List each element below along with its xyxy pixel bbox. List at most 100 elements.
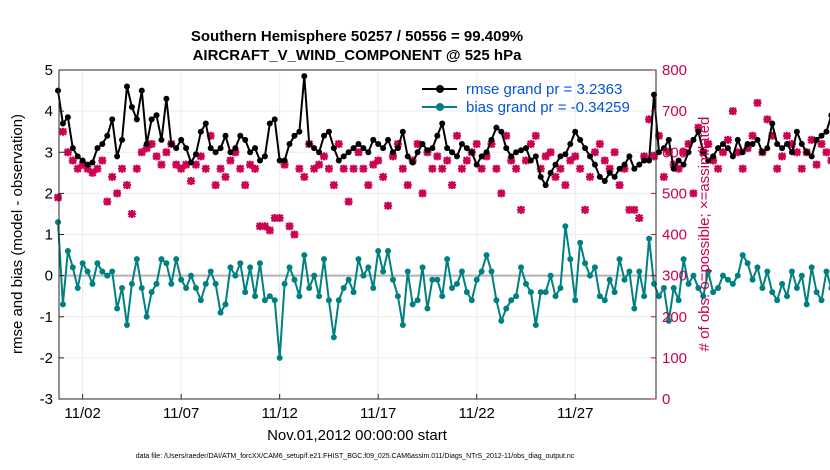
bias-point <box>483 252 490 259</box>
bias-point <box>261 297 268 304</box>
obs-point <box>354 148 363 157</box>
bias-point <box>212 280 219 287</box>
y-tick-label-right: 800 <box>662 62 687 79</box>
obs-point <box>822 148 830 157</box>
bias-point <box>537 289 544 296</box>
obs-point <box>664 148 673 157</box>
obs-point <box>753 98 762 107</box>
rmse-point <box>128 104 135 111</box>
y-tick-label-left: 0 <box>45 268 53 285</box>
bias-point <box>192 284 199 291</box>
obs-point <box>778 152 787 161</box>
bias-point <box>513 293 520 300</box>
rmse-point <box>498 128 505 135</box>
bias-point <box>79 260 86 267</box>
rmse-point <box>271 116 278 123</box>
obs-point <box>551 172 560 181</box>
rmse-point <box>690 136 697 143</box>
bias-point <box>508 297 515 304</box>
obs-point <box>78 160 87 169</box>
bias-point <box>695 284 702 291</box>
y-tick-label-right: 100 <box>662 350 687 367</box>
obs-point <box>497 189 506 198</box>
bias-point <box>301 252 308 259</box>
rmse-point <box>197 128 204 135</box>
bias-point <box>355 256 362 263</box>
rmse-point <box>611 173 618 180</box>
rmse-point <box>188 159 195 166</box>
rmse-point <box>286 141 293 148</box>
rmse-point <box>104 132 111 139</box>
bias-point <box>296 293 303 300</box>
obs-point <box>581 205 590 214</box>
rmse-point <box>749 141 756 148</box>
bias-point <box>133 256 140 263</box>
obs-point <box>83 164 92 173</box>
bias-point <box>350 289 357 296</box>
rmse-point <box>380 145 387 152</box>
rmse-point <box>715 145 722 152</box>
bias-point <box>325 297 332 304</box>
bias-point <box>784 293 791 300</box>
bias-point <box>700 293 707 300</box>
bias-point <box>69 264 76 271</box>
rmse-point <box>202 120 209 127</box>
obs-point <box>241 181 250 190</box>
bias-point <box>577 239 584 246</box>
bias-point <box>128 280 135 287</box>
obs-point <box>379 172 388 181</box>
bias-point <box>188 272 195 279</box>
y-tick-label-left: 3 <box>45 144 53 161</box>
bias-point <box>370 284 377 291</box>
obs-point <box>98 156 107 165</box>
bias-point <box>340 284 347 291</box>
rmse-point <box>695 128 702 135</box>
rmse-point <box>399 128 406 135</box>
bias-point <box>567 256 574 263</box>
obs-point <box>512 164 521 173</box>
rmse-point <box>321 132 328 139</box>
obs-point <box>310 164 319 173</box>
obs-point <box>177 164 186 173</box>
rmse-point <box>547 169 554 176</box>
rmse-point <box>700 149 707 156</box>
obs-point <box>773 164 782 173</box>
bias-point <box>227 264 234 271</box>
obs-point <box>147 140 156 149</box>
bias-point <box>266 293 273 300</box>
obs-point <box>763 115 772 124</box>
bias-point <box>335 297 342 304</box>
rmse-point <box>261 153 268 160</box>
x-tick-label: 11/02 <box>64 405 100 422</box>
obs-point <box>448 181 457 190</box>
bias-point <box>454 280 460 287</box>
bias-point <box>680 256 687 263</box>
bias-point <box>803 301 810 308</box>
rmse-point <box>675 157 682 164</box>
rmse-point <box>788 149 795 156</box>
rmse-point <box>306 141 313 148</box>
rmse-point <box>375 141 382 148</box>
rmse-point <box>291 132 298 139</box>
obs-point <box>645 115 654 124</box>
bias-point <box>754 264 761 271</box>
obs-point <box>108 172 117 181</box>
obs-point <box>393 140 402 149</box>
rmse-point <box>404 153 411 160</box>
bias-point <box>739 252 746 259</box>
rmse-point <box>345 149 352 156</box>
axis-ticks: -3 -2 -1 0 1 2 3 4 5 0 100 200 300 400 500 600 700 800 11/… <box>40 62 687 422</box>
obs-point <box>285 222 294 231</box>
bias-point <box>222 301 229 308</box>
x-tick-label: 11/07 <box>163 405 199 422</box>
rmse-point <box>123 83 130 90</box>
obs-point <box>73 164 82 173</box>
bias-point <box>749 276 756 283</box>
bias-point <box>586 272 593 279</box>
bias-point <box>316 293 323 300</box>
bias-point <box>276 354 283 361</box>
bias-point <box>463 289 470 296</box>
bias-point <box>173 256 180 263</box>
bias-point <box>719 272 726 279</box>
